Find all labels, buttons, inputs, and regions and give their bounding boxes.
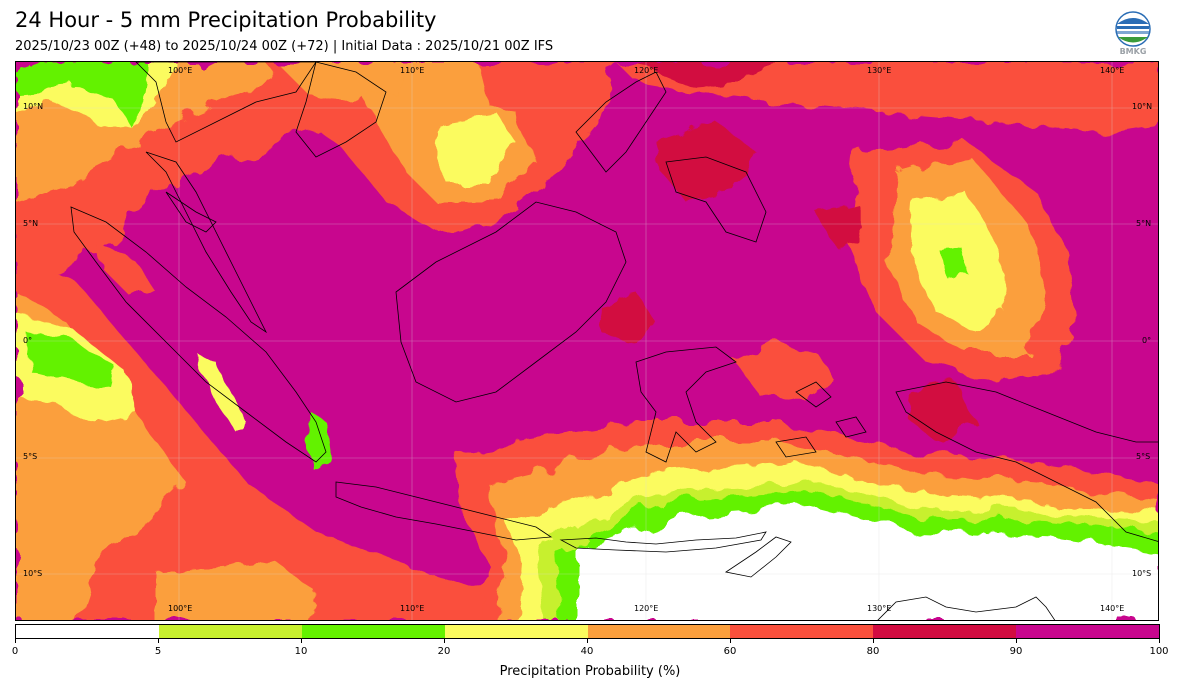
lat-label-left: 0° (23, 336, 33, 345)
lat-label-left: 5°N (23, 219, 39, 228)
colorbar-tick-label: 10 (294, 646, 308, 657)
map-subtitle: 2025/10/23 00Z (+48) to 2025/10/24 00Z (… (15, 39, 554, 54)
colorbar-tick (301, 639, 302, 643)
colorbar-tick-label: 0 (11, 646, 19, 657)
lon-label-bottom: 110°E (400, 604, 425, 613)
bmkg-logo: BMKG (1110, 10, 1156, 56)
colorbar-tick-label: 40 (580, 646, 594, 657)
lat-label-right: 0° (1142, 336, 1152, 345)
lon-label-top: 110°E (400, 66, 425, 75)
lat-label-left: 10°N (23, 102, 44, 111)
lat-label-right: 5°N (1136, 219, 1152, 228)
colorbar-segment (587, 625, 731, 638)
lon-label-bottom: 120°E (634, 604, 659, 613)
lat-label-right: 10°S (1132, 569, 1152, 578)
colorbar-tick-label: 20 (437, 646, 451, 657)
colorbar-tick-label: 60 (723, 646, 737, 657)
lon-label-bottom: 130°E (867, 604, 892, 613)
map-canvas (16, 62, 1158, 620)
graticule (16, 62, 1158, 620)
colorbar-tick (158, 639, 159, 643)
colorbar-segment (1016, 625, 1159, 638)
colorbar-segment (444, 625, 588, 638)
lon-label-bottom: 140°E (1100, 604, 1125, 613)
colorbar-segment (301, 625, 445, 638)
colorbar-tick (1159, 639, 1160, 643)
lon-label-top: 120°E (634, 66, 659, 75)
colorbar-tick (1016, 639, 1017, 643)
colorbar-tick (873, 639, 874, 643)
coastlines (70, 62, 1158, 620)
colorbar-tick (444, 639, 445, 643)
colorbar-segment (16, 625, 159, 638)
colorbar-tick-label: 90 (1009, 646, 1023, 657)
colorbar-tick-label: 100 (1149, 646, 1169, 657)
precipitation-map: 100°E 110°E 120°E 130°E 140°E 100°E 110°… (15, 61, 1159, 621)
lon-label-top: 140°E (1100, 66, 1125, 75)
colorbar-segment (730, 625, 874, 638)
colorbar-segment (873, 625, 1017, 638)
lat-label-right: 10°N (1132, 102, 1153, 111)
map-title: 24 Hour - 5 mm Precipitation Probability (15, 8, 437, 32)
colorbar-segment (158, 625, 302, 638)
lon-label-bottom: 100°E (168, 604, 193, 613)
colorbar-tick (15, 639, 16, 643)
colorbar-tick-label: 80 (866, 646, 880, 657)
probability-fields (16, 62, 1158, 620)
colorbar-tick (730, 639, 731, 643)
colorbar-tick-label: 5 (154, 646, 162, 657)
colorbar-label: Precipitation Probability (%) (499, 664, 681, 679)
lon-label-top: 130°E (867, 66, 892, 75)
lon-label-top: 100°E (168, 66, 193, 75)
colorbar-tick (587, 639, 588, 643)
probability-colorbar (15, 624, 1160, 639)
lat-label-right: 5°S (1136, 452, 1151, 461)
logo-text: BMKG (1120, 47, 1147, 56)
lat-label-left: 5°S (23, 452, 38, 461)
lat-label-left: 10°S (23, 569, 43, 578)
